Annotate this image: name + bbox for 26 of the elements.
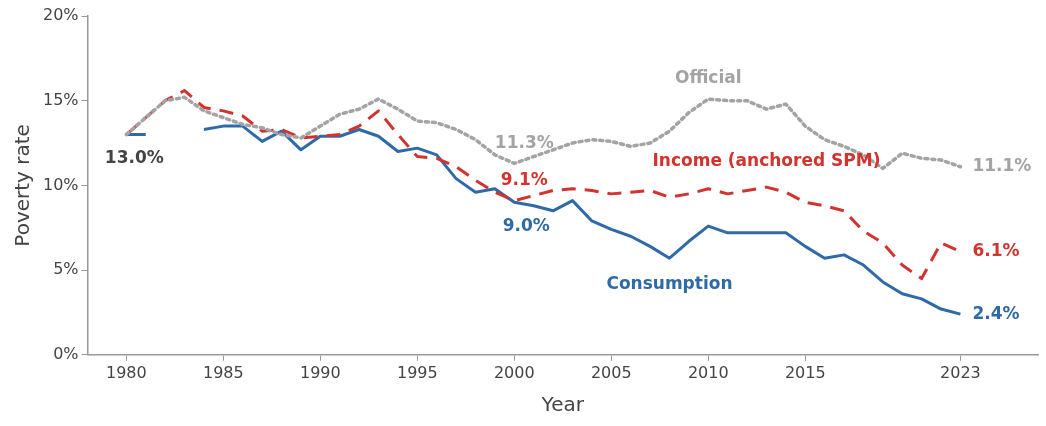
x-tick-label: 2005 (590, 362, 632, 382)
annotation: 6.1% (972, 239, 1020, 260)
y-tick-label: 5% (53, 259, 79, 279)
x-tick-label: 2010 (687, 362, 729, 382)
series-label: Official (674, 67, 742, 88)
annotation: 9.1% (500, 169, 548, 190)
annotation: 11.1% (972, 155, 1032, 176)
x-tick-label: 1985 (202, 362, 244, 382)
x-tick-label: 2015 (784, 362, 826, 382)
series-label: Income (anchored SPM) (652, 149, 881, 170)
series-label: Consumption (606, 272, 733, 293)
annotation: 11.3% (494, 131, 554, 152)
y-tick-label: 20% (43, 5, 79, 25)
annotation: 9.0% (502, 214, 550, 235)
x-tick-label: 2023 (940, 362, 981, 382)
annotation: 2.4% (972, 302, 1020, 323)
y-tick-label: 0% (53, 343, 79, 363)
y-tick-label: 10% (43, 174, 79, 194)
x-tick-label: 1990 (299, 362, 341, 382)
annotation: 13.0% (104, 147, 164, 167)
x-tick-label: 1980 (106, 362, 147, 382)
x-tick-label: 2000 (493, 362, 535, 382)
x-axis-title: Year (540, 392, 585, 417)
x-tick-label: 1995 (396, 362, 438, 382)
y-axis-title: Poverty rate (10, 124, 35, 247)
y-tick-label: 15% (43, 89, 79, 109)
